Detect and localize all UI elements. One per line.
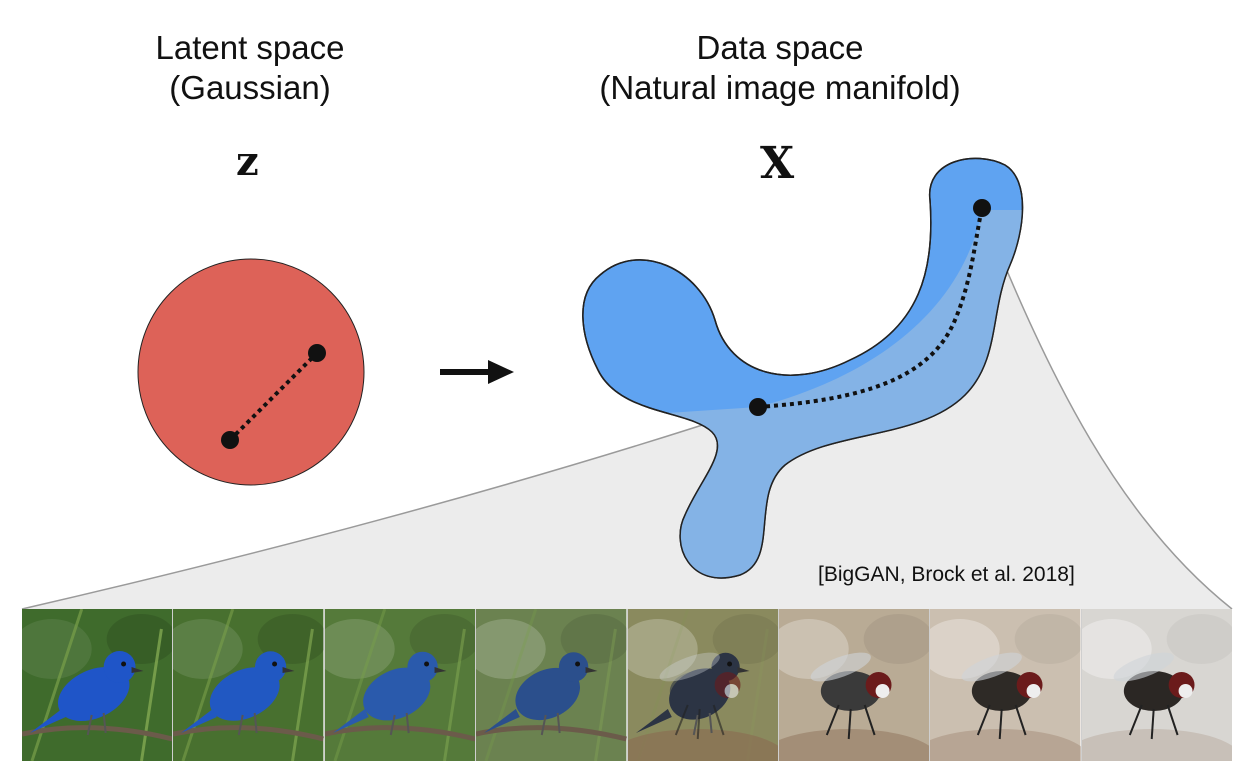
bird-image	[22, 609, 173, 761]
fly-image	[1081, 609, 1232, 761]
interpolation-frame-4	[476, 609, 628, 761]
latent-title-line1: Latent space	[155, 29, 345, 66]
latent-gaussian-circle	[137, 258, 365, 486]
manifold-outline	[582, 157, 1024, 579]
bird-image	[476, 609, 627, 761]
latent-space-title: Latent space (Gaussian)	[100, 28, 400, 108]
mapping-arrow-icon	[440, 360, 514, 384]
interpolation-frame-2	[173, 609, 325, 761]
latent-end-point	[308, 344, 326, 362]
projection-fan	[22, 210, 1232, 609]
interpolation-frame-3	[324, 609, 477, 761]
latent-title-line2: (Gaussian)	[169, 69, 331, 106]
data-title-line1: Data space	[696, 29, 864, 66]
interpolation-frame-7	[930, 609, 1082, 761]
latent-variable-z: z	[236, 138, 259, 185]
bird-image	[173, 609, 324, 761]
projection-fan-left-edge	[21, 406, 759, 610]
projection-fan-right-edge	[981, 209, 1233, 610]
manifold-start-point	[749, 398, 767, 416]
fly-image	[778, 609, 930, 761]
data-title-line2: (Natural image manifold)	[599, 69, 961, 106]
interpolation-frame-5	[627, 609, 779, 761]
data-variable-x: X	[760, 138, 795, 189]
manifold-interpolation-path	[757, 207, 984, 409]
interpolation-frame-1	[22, 609, 174, 761]
data-space-title: Data space (Natural image manifold)	[530, 28, 1030, 108]
fly-image	[930, 609, 1081, 761]
interpolation-frame-6	[778, 609, 931, 761]
citation: [BigGAN, Brock et al. 2018]	[818, 563, 1075, 586]
interpolation-frame-8	[1081, 609, 1232, 761]
hybrid-image	[627, 609, 778, 761]
latent-start-point	[221, 431, 239, 449]
interpolation-image-strip	[22, 609, 1232, 761]
manifold-end-point	[973, 199, 991, 217]
bird-image	[324, 609, 476, 761]
